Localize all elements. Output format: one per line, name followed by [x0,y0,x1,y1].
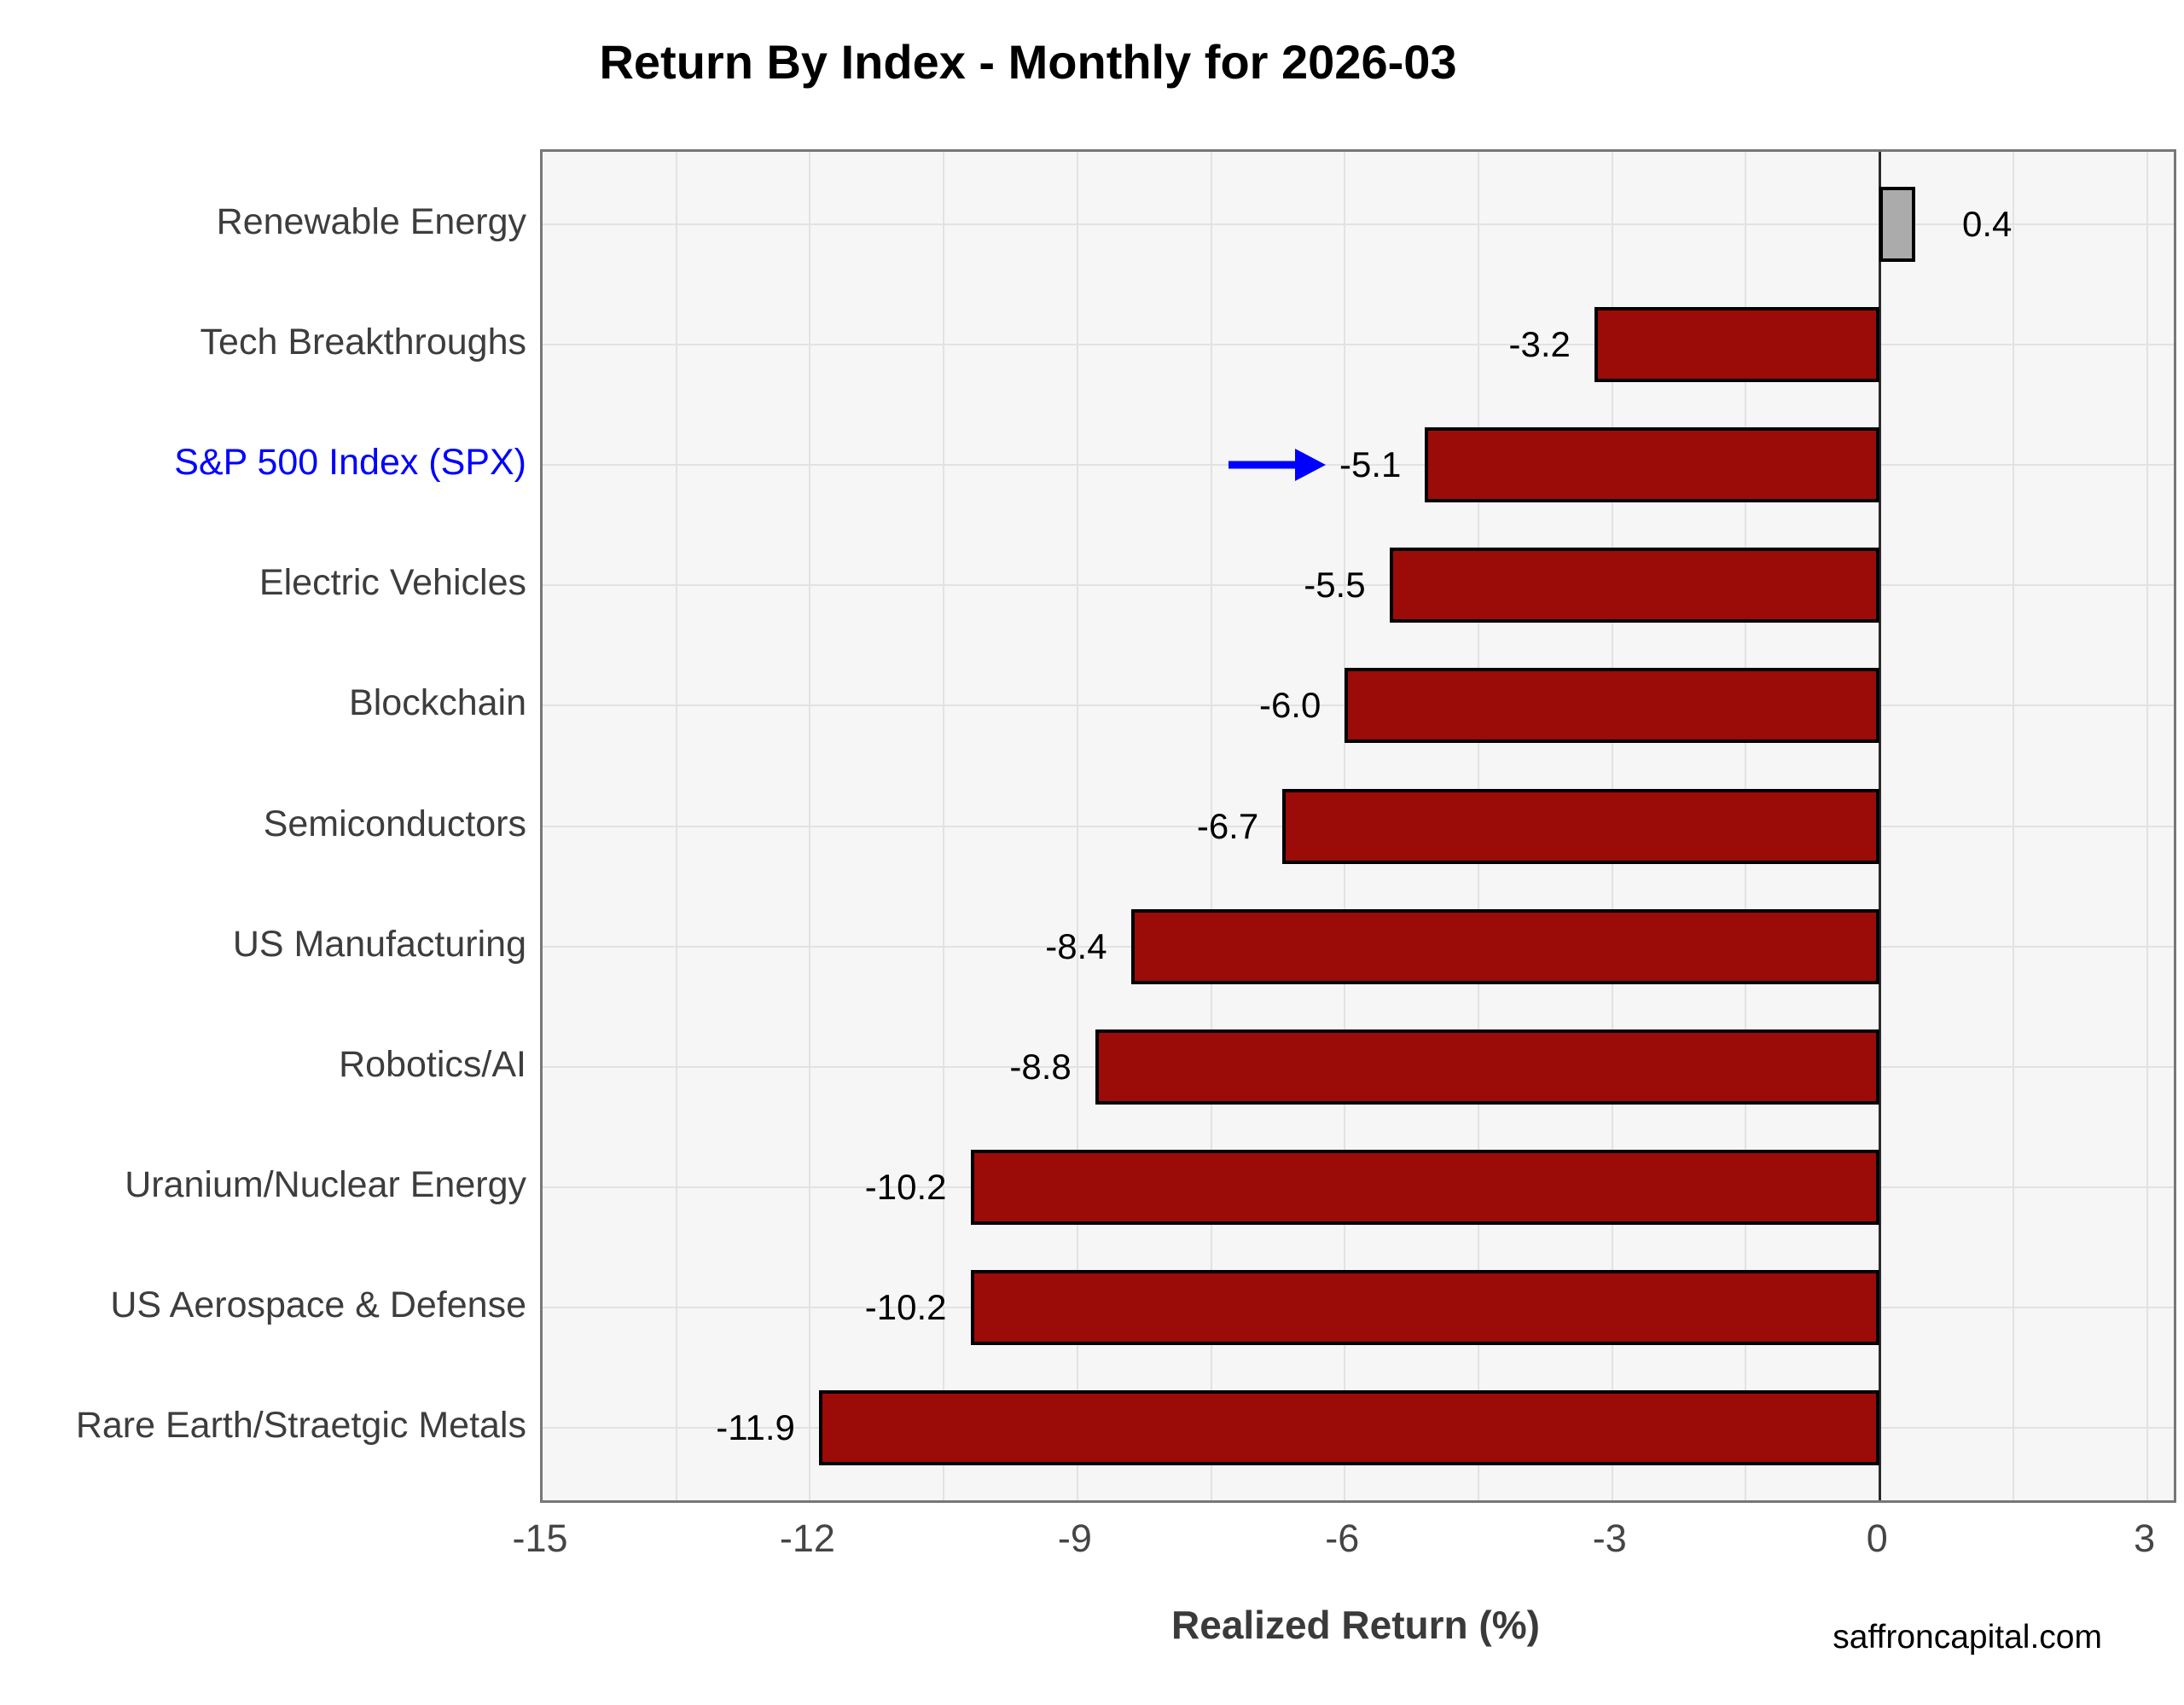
grid-line-horizontal [543,464,2174,467]
category-label-tech-breakthroughs: Tech Breakthroughs [200,321,526,362]
category-label-electric-vehicles: Electric Vehicles [258,562,526,604]
bar-value-label: -8.4 [1045,925,1107,966]
bar-value-label: -6.0 [1258,685,1321,726]
bar-robotics-ai [1095,1029,1880,1105]
category-label-blockchain: Blockchain [349,682,526,724]
bar-value-label: -8.8 [1009,1046,1072,1087]
category-label-semiconductors: Semiconductors [263,803,526,844]
category-label-robotics-ai: Robotics/AI [339,1043,526,1085]
value-label-row-3: -5.5 [1304,565,1365,606]
grid-line-horizontal [543,223,2174,225]
bar-renewable-energy [1879,186,1915,262]
plot-area: 0.4 -3.2 -5.1 -5.5 -6.0 -6.7 -8.4 -8.8 -10.2 -10.… [540,149,2176,1503]
value-label-row-0: 0.4 [1962,204,2012,245]
category-label-rare-earth-straetgic-metals: Rare Earth/Straetgic Metals [75,1405,526,1447]
bar-blockchain [1345,668,1880,744]
bar-value-label: -5.1 [1339,444,1402,485]
bar-value-label: -5.5 [1304,565,1366,606]
highlight-arrow-icon [1228,449,1326,482]
grid-line-horizontal [543,343,2174,345]
value-label-row-5: -6.7 [1197,806,1258,847]
bar-tech-breakthroughs [1594,306,1880,382]
bar-value-label: 0.4 [1962,203,2013,244]
category-label-us-aerospace-defense: US Aerospace & Defense [110,1285,526,1326]
bar-rare-earth-straetgic-metals [818,1390,1880,1466]
value-label-row-6: -8.4 [1045,926,1107,967]
bar-us-aerospace-defense [970,1270,1880,1346]
x-tick-label--12: -12 [779,1517,835,1560]
value-label-row-4: -6.0 [1259,685,1321,726]
category-label-s-p-500-index-spx-: S&P 500 Index (SPX) [174,442,526,484]
x-axis-title: Realized Return (%) [1171,1603,1540,1647]
bar-electric-vehicles [1389,548,1880,623]
bar-value-label: -10.2 [864,1166,947,1207]
bar-semiconductors [1282,788,1880,864]
value-label-row-7: -8.8 [1009,1047,1071,1087]
chart-title: Return By Index - Monthly for 2026-03 [599,35,1457,89]
grid-line-horizontal [543,584,2174,587]
bar-s-p-500-index-spx- [1425,427,1880,503]
category-label-us-manufacturing: US Manufacturing [232,923,526,965]
x-tick-label-3: 3 [2134,1517,2156,1560]
zero-axis-line [1879,152,1882,1500]
watermark-text: saffroncapital.com [1833,1619,2102,1656]
bar-value-label: -3.2 [1508,323,1571,364]
value-label-row-2: -5.1 [1227,444,1401,485]
bar-uranium-nuclear-energy [970,1149,1880,1225]
x-tick-label--9: -9 [1057,1517,1092,1560]
value-label-row-1: -3.2 [1509,324,1571,365]
bar-value-label: -11.9 [716,1407,795,1448]
x-tick-label--3: -3 [1592,1517,1627,1560]
value-label-row-8: -10.2 [865,1167,947,1208]
bar-value-label: -10.2 [864,1287,947,1328]
value-label-row-10: -11.9 [716,1407,795,1448]
x-tick-label-0: 0 [1866,1517,1888,1560]
x-tick-label--15: -15 [512,1517,568,1560]
x-tick-label--6: -6 [1325,1517,1360,1560]
bar-value-label: -6.7 [1196,805,1259,846]
category-label-uranium-nuclear-energy: Uranium/Nuclear Energy [125,1163,526,1205]
value-label-row-9: -10.2 [865,1287,947,1328]
category-label-renewable-energy: Renewable Energy [216,200,526,242]
bar-us-manufacturing [1130,908,1880,984]
